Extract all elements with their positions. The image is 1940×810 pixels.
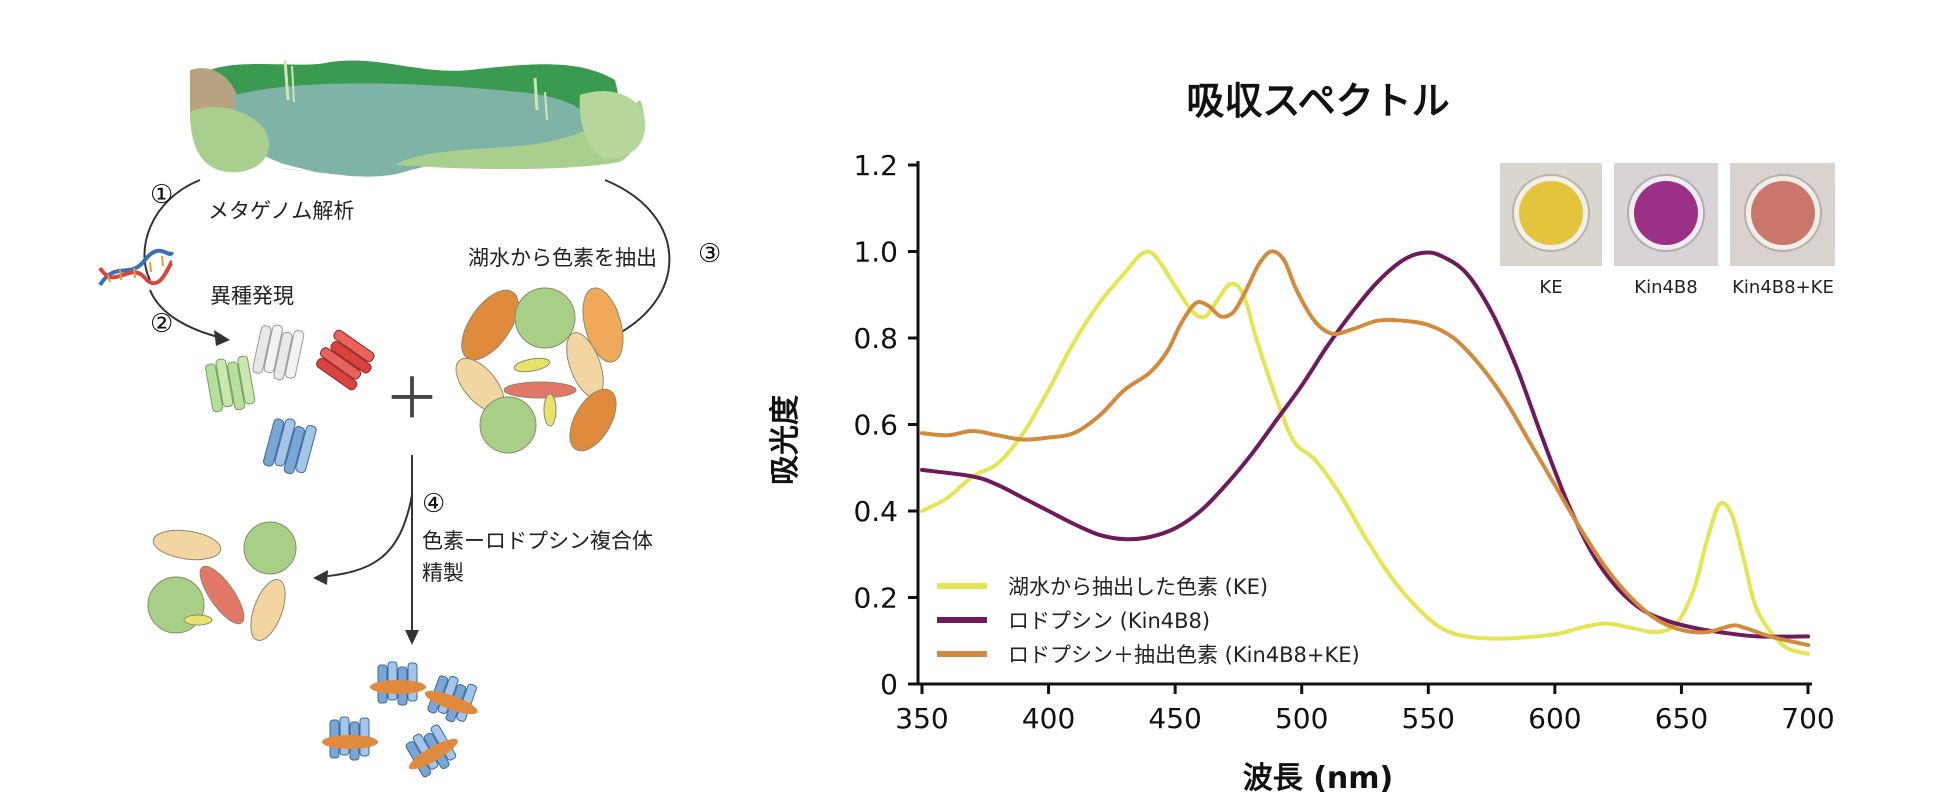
- workflow-arrows: [143, 179, 671, 635]
- chart-title: 吸収スペクトル: [1186, 79, 1449, 123]
- chart-series: [920, 249, 1810, 656]
- sample-photos: KE Kin4B8 Kin4B8+KE: [1500, 163, 1835, 298]
- arrow-to-unbound: [319, 494, 413, 578]
- step3-label: 湖水から色素を抽出: [468, 246, 657, 270]
- x-tick-label: 450: [1148, 702, 1201, 735]
- complex-icon: [424, 675, 478, 723]
- rhodopsin-green-icon: [205, 355, 256, 413]
- complex-icon: [322, 716, 378, 761]
- chart-axes: 350 400 450 500 550 600 650 700 0 0.2 0.4 0.6 0.8 1.0…: [853, 149, 1834, 735]
- expressed-rhodopsins: [205, 324, 375, 475]
- y-tick-label: 0.6: [853, 409, 898, 442]
- x-tick-label: 350: [895, 702, 948, 735]
- extracted-pigments: [455, 287, 624, 454]
- y-tick-label: 0.4: [853, 495, 898, 528]
- complex-icon: [405, 724, 458, 778]
- swatch-ke-label: KE: [1539, 277, 1562, 298]
- x-axis-title: 波長 (nm): [1243, 761, 1393, 796]
- swatch-ke: KE: [1500, 163, 1602, 298]
- arrow-lake-to-pigments: [604, 179, 671, 339]
- rhodopsin-gray-icon: [252, 324, 305, 381]
- purified-complexes: [322, 661, 478, 778]
- swatch-kin4b8-fill: [1634, 181, 1698, 245]
- swatch-ke-fill: [1519, 181, 1583, 245]
- x-tick-label: 650: [1655, 702, 1708, 735]
- legend-label-kin4b8: ロドプシン (Kin4B8): [1008, 609, 1210, 633]
- x-tick-label: 500: [1275, 702, 1328, 735]
- x-tick-label: 400: [1022, 702, 1075, 735]
- x-tick-label: 600: [1528, 702, 1581, 735]
- x-tick-label: 550: [1402, 702, 1455, 735]
- rhodopsin-blue-icon: [262, 418, 317, 475]
- rhodopsin-red-icon: [316, 329, 375, 391]
- legend-label-ke: 湖水から抽出した色素 (KE): [1008, 575, 1268, 599]
- step4-label-line1: 色素ーロドプシン複合体: [422, 529, 653, 553]
- step2-label: 異種発現: [210, 284, 294, 308]
- swatch-kin4b8-ke: Kin4B8+KE: [1730, 163, 1835, 298]
- y-axis-title: 吸光度: [768, 395, 803, 485]
- step1-number: ①: [150, 180, 173, 210]
- y-tick-label: 1.2: [853, 149, 898, 182]
- unbound-pigments: [147, 521, 297, 641]
- swatch-kin4b8-ke-fill: [1751, 181, 1815, 245]
- y-tick-label: 0.2: [853, 582, 898, 615]
- series-line-kin4b8: [920, 250, 1810, 639]
- chart-legend: 湖水から抽出した色素 (KE) ロドプシン (Kin4B8) ロドプシン＋抽出色…: [937, 575, 1360, 667]
- y-tick-label: 0: [880, 668, 898, 701]
- y-tick-label: 1.0: [853, 236, 898, 269]
- swatch-kin4b8-label: Kin4B8: [1634, 277, 1697, 298]
- plus-sign: ＋: [384, 367, 440, 432]
- absorption-chart: 吸収スペクトル 吸光度 波長 (nm) 350 400 450 500 550 600 65…: [768, 79, 1835, 796]
- workflow-diagram: ＋: [98, 59, 721, 778]
- step3-number: ③: [698, 239, 721, 269]
- step4-number: ④: [422, 489, 445, 519]
- legend-label-kin4b8-ke: ロドプシン＋抽出色素 (Kin4B8+KE): [1008, 643, 1360, 667]
- x-tick-label: 700: [1781, 702, 1834, 735]
- arrow-lake-to-dna: [143, 179, 201, 281]
- swatch-kin4b8: Kin4B8: [1614, 163, 1718, 298]
- complex-icon: [370, 661, 426, 706]
- y-tick-label: 0.8: [853, 322, 898, 355]
- series-line-ke: [920, 249, 1810, 656]
- step2-number: ②: [150, 309, 173, 339]
- dna-icon: [98, 248, 174, 287]
- step4-label-line2: 精製: [422, 561, 464, 585]
- lake-illustration: [190, 59, 646, 177]
- swatch-kin4b8-ke-label: Kin4B8+KE: [1732, 277, 1834, 298]
- series-line-kin4b8-ke: [920, 249, 1810, 648]
- arrow-dna-to-proteins: [149, 289, 223, 339]
- step1-label: メタゲノム解析: [208, 199, 354, 223]
